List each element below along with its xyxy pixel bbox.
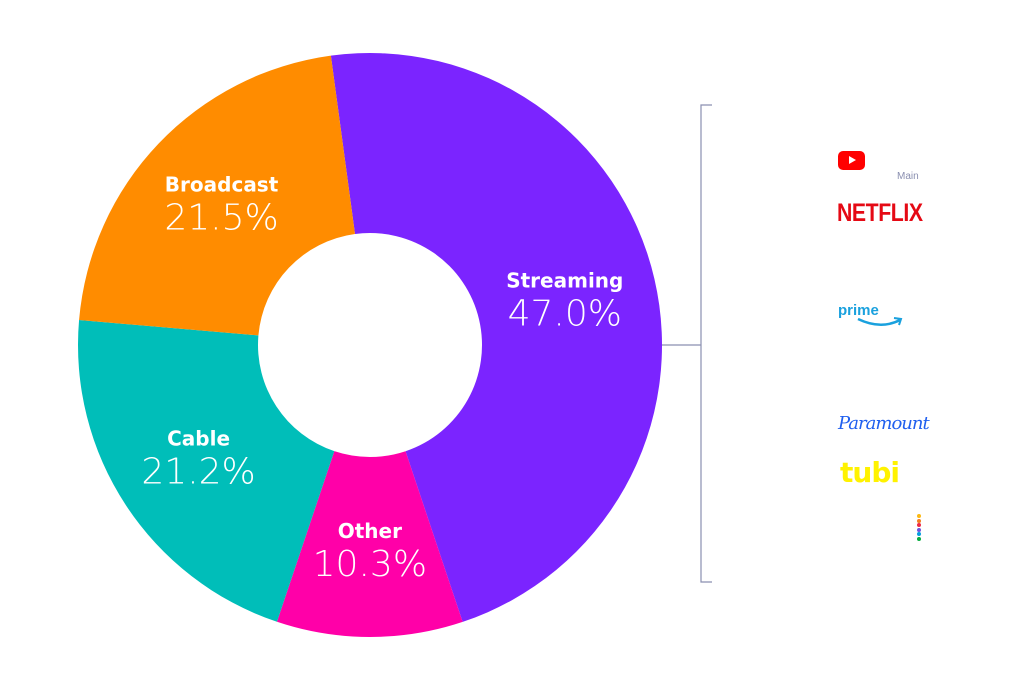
slice-value-label: 10.3% xyxy=(313,544,427,585)
netflix-logo: NETFLIX xyxy=(837,199,923,227)
tubi-logo: tubi xyxy=(840,456,900,489)
slice-label: Cable xyxy=(167,426,230,450)
slice-broadcast xyxy=(79,55,355,336)
prime-text: prime xyxy=(838,302,879,319)
streaming-bracket xyxy=(662,104,712,583)
slice-label: Broadcast xyxy=(165,173,279,197)
prime-logo: prime xyxy=(838,302,903,326)
slice-value-label: 47.0% xyxy=(508,294,622,335)
main-label: Main xyxy=(897,171,919,182)
slice-label: Streaming xyxy=(506,269,623,293)
play-icon xyxy=(849,156,856,164)
slice-label: Other xyxy=(338,519,402,543)
peacock-logo xyxy=(917,514,921,541)
paramount-logo: Paramount xyxy=(838,413,930,434)
slice-streaming xyxy=(330,52,663,622)
youtube-logo xyxy=(838,151,865,170)
slice-value-label: 21.2% xyxy=(141,451,255,492)
slice-other xyxy=(276,451,463,637)
slice-value-label: 21.5% xyxy=(164,198,278,239)
smile-arrow-icon xyxy=(857,317,903,326)
slice-cable xyxy=(77,320,335,622)
